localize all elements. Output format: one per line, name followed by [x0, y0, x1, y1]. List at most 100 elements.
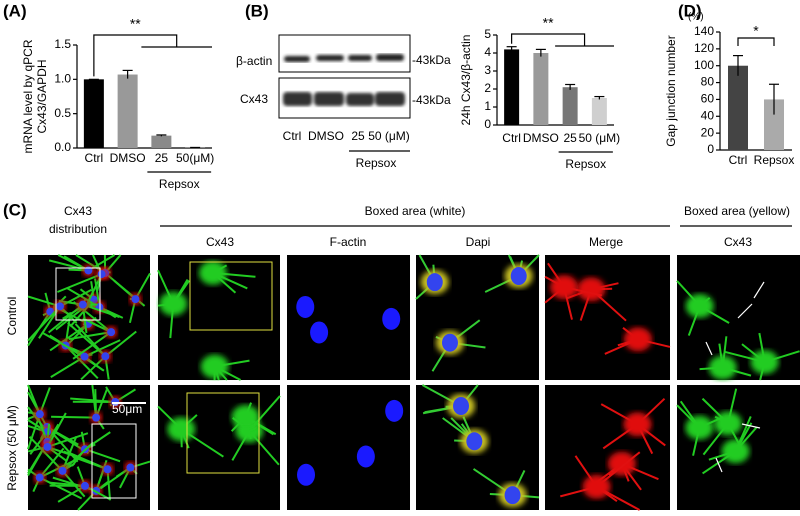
- process: [41, 331, 86, 358]
- process: [49, 323, 89, 352]
- bar: [83, 79, 104, 148]
- row-header: Repsox (50 μM): [5, 405, 19, 491]
- bar: [533, 53, 549, 125]
- cell-body: [167, 417, 196, 442]
- cell-body: [198, 260, 227, 285]
- cells: [27, 384, 151, 511]
- panel-label: (B): [245, 1, 269, 20]
- y-tick-label: 120: [694, 41, 714, 55]
- cell-body: [231, 404, 260, 429]
- cell-body: [582, 474, 611, 499]
- nucleus: [80, 352, 89, 361]
- x-tick-label: Ctrl: [502, 131, 521, 145]
- arrow: [715, 457, 723, 473]
- nucleus: [310, 321, 329, 344]
- x-tick-label: 25: [563, 131, 577, 145]
- nucleus: [504, 486, 521, 505]
- process: [27, 305, 61, 342]
- bar: [117, 74, 138, 148]
- process: [72, 331, 112, 360]
- nucleus: [126, 463, 135, 472]
- arrow: [705, 341, 713, 356]
- significance-bracket: [511, 33, 614, 47]
- cell-body: [623, 327, 652, 352]
- micrographs: [27, 254, 800, 511]
- cell-body: [200, 354, 229, 379]
- process: [64, 344, 99, 379]
- nucleus: [103, 465, 112, 474]
- x-tick-label: 50(μM): [176, 151, 214, 165]
- nucleus: [297, 463, 316, 486]
- y-tick-label: 0: [484, 117, 491, 131]
- nucleus: [466, 432, 483, 451]
- process: [47, 446, 83, 460]
- significance: *: [753, 23, 759, 39]
- process: [51, 415, 97, 419]
- y-axis-label: 24h Cx43/β-actin: [459, 35, 473, 126]
- error-bar: [733, 54, 743, 76]
- process: [82, 303, 120, 319]
- cells: [544, 262, 671, 355]
- cells: [415, 254, 540, 372]
- box: [55, 267, 101, 321]
- column-header: Dapi: [466, 235, 491, 249]
- error-bar: [506, 46, 517, 53]
- box: [186, 392, 260, 474]
- x-tick-label: Ctrl: [729, 153, 748, 167]
- process: [57, 273, 103, 293]
- nucleus: [296, 295, 315, 318]
- cells: [560, 397, 666, 511]
- y-tick-label: 1.0: [54, 72, 71, 86]
- significance: **: [130, 16, 141, 32]
- group-header: Boxed area (white): [365, 204, 466, 218]
- process: [67, 322, 107, 358]
- column-header: F-actin: [330, 235, 367, 249]
- significance: **: [543, 15, 554, 31]
- y-tick-label: 100: [694, 58, 714, 72]
- y-tick-label: 3: [484, 63, 491, 77]
- nucleus: [441, 333, 458, 352]
- nucleus: [453, 397, 470, 416]
- y-tick-label: 4: [484, 45, 491, 59]
- x-tick-label: Repsox: [754, 153, 795, 167]
- cells: [157, 395, 281, 466]
- micrograph: [158, 385, 280, 510]
- cells: [27, 254, 151, 381]
- process: [50, 355, 86, 378]
- nucleus: [426, 273, 443, 292]
- lane-label: Ctrl: [283, 129, 302, 143]
- group-label: Repsox: [565, 157, 606, 171]
- blot-row-label: Cx43: [240, 92, 268, 106]
- y-axis-label: Cx43/GAPDH: [35, 59, 49, 133]
- cells: [157, 260, 256, 381]
- cell-body: [623, 412, 652, 437]
- x-tick-label: 50 (μM): [579, 131, 621, 145]
- cell-body: [750, 350, 779, 375]
- y-tick-label: 2: [484, 81, 491, 95]
- error-bar: [769, 83, 779, 115]
- cell-body: [708, 355, 737, 380]
- process: [48, 259, 89, 272]
- cell-body: [685, 293, 714, 318]
- x-tick-label: DMSO: [110, 151, 146, 165]
- y-tick-label: 60: [701, 92, 715, 106]
- cell-body: [685, 415, 714, 440]
- nucleus: [92, 413, 101, 422]
- group-label: Repsox: [159, 177, 200, 191]
- column-header: Merge: [589, 235, 623, 249]
- nucleus: [131, 295, 140, 304]
- bar: [728, 65, 748, 150]
- column-header: Cx43: [206, 235, 234, 249]
- error-bar: [594, 95, 605, 100]
- panel-label: (A): [3, 1, 27, 20]
- column-header: distribution: [49, 222, 107, 236]
- group-label: Repsox: [356, 156, 397, 170]
- nucleus: [35, 473, 44, 482]
- micrograph: [545, 255, 670, 380]
- y-tick-label: 20: [701, 125, 715, 139]
- nucleus: [43, 442, 52, 451]
- cells: [676, 280, 800, 381]
- y-tick-label: 80: [701, 75, 715, 89]
- process: [38, 447, 65, 479]
